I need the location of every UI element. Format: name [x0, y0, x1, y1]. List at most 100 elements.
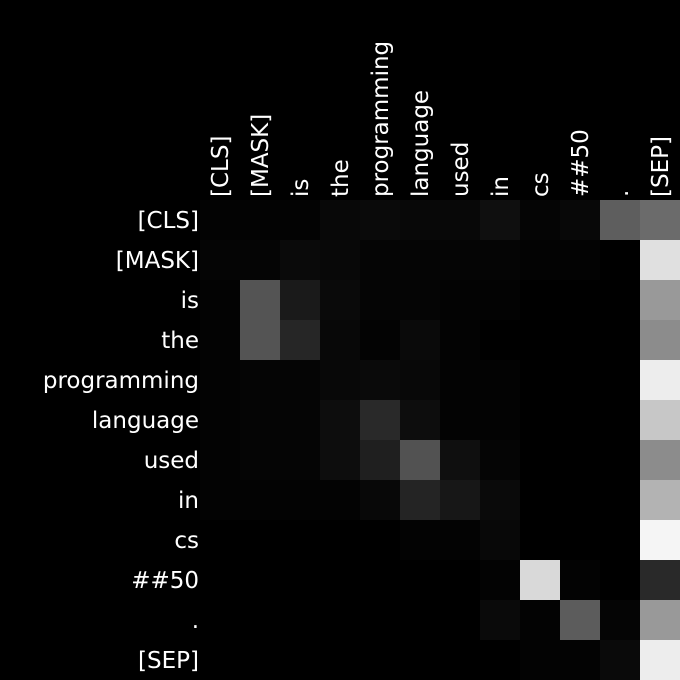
heatmap-cell-r3-c0	[200, 320, 240, 360]
heatmap-cell-r7-c0	[200, 480, 240, 520]
heatmap-cell-r9-c4	[360, 560, 400, 600]
heatmap-cell-r0-c6	[440, 200, 480, 240]
y-tick-label: in	[178, 488, 199, 514]
heatmap-cell-r5-c6	[440, 400, 480, 440]
heatmap-cell-r11-c11	[640, 640, 680, 680]
heatmap-cell-r11-c3	[320, 640, 360, 680]
heatmap-cell-r6-c1	[240, 440, 280, 480]
heatmap-cell-r7-c4	[360, 480, 400, 520]
x-tick-label: in	[488, 176, 514, 197]
x-tick-label: .	[608, 190, 634, 197]
heatmap-cell-r4-c8	[520, 360, 560, 400]
heatmap-cell-r1-c11	[640, 240, 680, 280]
heatmap-cell-r7-c5	[400, 480, 440, 520]
heatmap-cell-r1-c8	[520, 240, 560, 280]
heatmap-cell-r10-c7	[480, 600, 520, 640]
heatmap-cell-r7-c7	[480, 480, 520, 520]
x-tick-label: used	[448, 142, 474, 197]
x-tick-label: programming	[368, 41, 394, 197]
x-tick-label: [CLS]	[208, 136, 234, 197]
heatmap-cell-r3-c1	[240, 320, 280, 360]
x-tick-labels: [CLS] [MASK] is the programming language used i…	[208, 41, 674, 197]
heatmap-cell-r8-c9	[560, 520, 600, 560]
y-tick-label: used	[144, 448, 199, 474]
heatmap-cell-r7-c8	[520, 480, 560, 520]
heatmap-cell-r7-c1	[240, 480, 280, 520]
heatmap-cell-r1-c10	[600, 240, 640, 280]
heatmap-cell-r0-c2	[280, 200, 320, 240]
heatmap-cell-r0-c8	[520, 200, 560, 240]
heatmap-cell-r9-c0	[200, 560, 240, 600]
heatmap-cell-r1-c6	[440, 240, 480, 280]
heatmap-cell-r11-c0	[200, 640, 240, 680]
heatmap-cell-r10-c8	[520, 600, 560, 640]
heatmap-cell-r9-c6	[440, 560, 480, 600]
heatmap-cell-r5-c2	[280, 400, 320, 440]
heatmap-cell-r4-c5	[400, 360, 440, 400]
heatmap-cell-r4-c11	[640, 360, 680, 400]
heatmap-cell-r5-c3	[320, 400, 360, 440]
heatmap-cell-r3-c2	[280, 320, 320, 360]
heatmap-cell-r4-c6	[440, 360, 480, 400]
heatmap-cell-r7-c9	[560, 480, 600, 520]
heatmap-cell-r8-c3	[320, 520, 360, 560]
heatmap-cell-r5-c4	[360, 400, 400, 440]
heatmap-cell-r2-c10	[600, 280, 640, 320]
heatmap-cell-r11-c1	[240, 640, 280, 680]
heatmap-cell-r2-c5	[400, 280, 440, 320]
heatmap-cell-r3-c6	[440, 320, 480, 360]
heatmap-cell-r1-c1	[240, 240, 280, 280]
heatmap-cell-r2-c4	[360, 280, 400, 320]
y-tick-labels: [CLS] [MASK] is the programming language used i…	[43, 208, 199, 674]
heatmap-cell-r9-c9	[560, 560, 600, 600]
heatmap-cell-r5-c1	[240, 400, 280, 440]
heatmap-cell-r6-c10	[600, 440, 640, 480]
y-tick-label: is	[181, 288, 199, 314]
heatmap-cell-r5-c0	[200, 400, 240, 440]
heatmap-cell-r2-c8	[520, 280, 560, 320]
y-tick-label: ##50	[131, 568, 199, 594]
heatmap-cell-r11-c9	[560, 640, 600, 680]
heatmap-cell-r11-c8	[520, 640, 560, 680]
heatmap-cell-r8-c4	[360, 520, 400, 560]
heatmap-cell-r11-c2	[280, 640, 320, 680]
y-tick-label: language	[92, 408, 199, 434]
heatmap-cell-r10-c3	[320, 600, 360, 640]
heatmap-cell-r2-c1	[240, 280, 280, 320]
heatmap-cell-r10-c2	[280, 600, 320, 640]
heatmap-cell-r6-c2	[280, 440, 320, 480]
heatmap-cell-r3-c10	[600, 320, 640, 360]
heatmap-cell-r9-c1	[240, 560, 280, 600]
heatmap-cell-r6-c8	[520, 440, 560, 480]
heatmap-cell-r0-c3	[320, 200, 360, 240]
heatmap-cell-r11-c7	[480, 640, 520, 680]
heatmap-cell-r9-c10	[600, 560, 640, 600]
heatmap-cell-r5-c9	[560, 400, 600, 440]
y-tick-label: .	[192, 608, 199, 634]
heatmap-cell-r10-c9	[560, 600, 600, 640]
heatmap-cell-r0-c11	[640, 200, 680, 240]
heatmap-cell-r1-c7	[480, 240, 520, 280]
heatmap-cell-r11-c10	[600, 640, 640, 680]
x-tick-label: ##50	[568, 129, 594, 197]
heatmap-cell-r2-c9	[560, 280, 600, 320]
y-tick-label: programming	[43, 368, 199, 394]
heatmap-cell-r8-c0	[200, 520, 240, 560]
heatmap-cell-r3-c4	[360, 320, 400, 360]
heatmap-cell-r2-c2	[280, 280, 320, 320]
heatmap-cell-r2-c7	[480, 280, 520, 320]
heatmap-cell-r7-c11	[640, 480, 680, 520]
heatmap-cell-r9-c3	[320, 560, 360, 600]
heatmap-cell-r1-c3	[320, 240, 360, 280]
x-tick-label: the	[328, 159, 354, 197]
heatmap-cell-r0-c0	[200, 200, 240, 240]
heatmap-cell-r5-c5	[400, 400, 440, 440]
heatmap-cell-r9-c11	[640, 560, 680, 600]
heatmap-cell-r6-c11	[640, 440, 680, 480]
heatmap-cell-r4-c9	[560, 360, 600, 400]
heatmap-cell-r0-c10	[600, 200, 640, 240]
heatmap-cell-r0-c4	[360, 200, 400, 240]
heatmap-cell-r11-c5	[400, 640, 440, 680]
heatmap-cell-r4-c10	[600, 360, 640, 400]
